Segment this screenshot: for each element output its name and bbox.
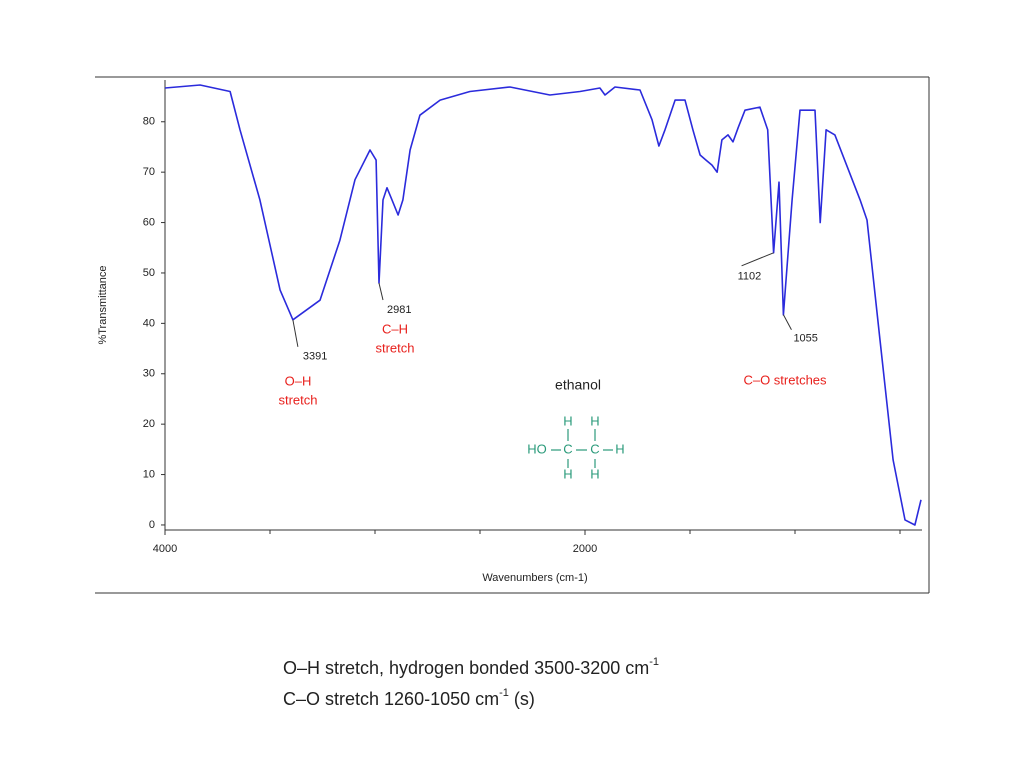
caption-sup: -1 [649,656,659,668]
y-tick-label: 80 [143,116,155,128]
frame [95,76,930,594]
y-tick-label: 20 [143,418,155,430]
atom: H [590,466,599,481]
spectrum-line [164,84,922,526]
y-tick-label: 40 [143,317,155,329]
y-tick-label: 70 [143,166,155,178]
peak-label: 1102 [738,271,762,283]
caption-line: C–O stretch 1260-1050 cm-1 (s) [283,687,535,709]
caption-text: O–H stretch, hydrogen bonded 3500-3200 c… [283,658,649,678]
x-axis-label: Wavenumbers (cm-1) [482,572,587,584]
atom: C [563,441,572,456]
band-label: C–O stretches [743,372,827,387]
peak-label: 3391 [303,351,327,363]
atom: H [615,441,624,456]
y-tick-label: 0 [149,519,155,531]
atom: H [563,466,572,481]
atom: H [563,413,572,428]
y-tick-label: 50 [143,267,155,279]
y-tick-label: 60 [143,216,155,228]
y-tick-label: 10 [143,468,155,480]
band-label: O–H [285,373,312,388]
caption-after: (s) [509,689,535,709]
peak-label: 2981 [387,304,411,316]
leader-line [378,282,384,301]
atom: HO [527,441,547,456]
band-label: stretch [278,392,317,407]
leader-line [741,252,774,267]
peak-label: 1055 [793,333,817,345]
compound-name: ethanol [555,377,601,393]
y-axis-label: %Transmittance [97,265,109,344]
bonds [551,429,613,468]
band-label: stretch [375,340,414,355]
atom: C [590,441,599,456]
y-tick-label: 30 [143,368,155,380]
leader-line [292,319,299,347]
caption-line: O–H stretch, hydrogen bonded 3500-3200 c… [283,656,659,678]
caption-sup: -1 [499,687,509,699]
caption-text: C–O stretch 1260-1050 cm [283,689,499,709]
x-tick-label: 4000 [153,543,177,555]
atom: H [590,413,599,428]
x-tick-label: 2000 [573,543,597,555]
band-label: C–H [382,321,408,336]
leader-line [783,314,792,331]
